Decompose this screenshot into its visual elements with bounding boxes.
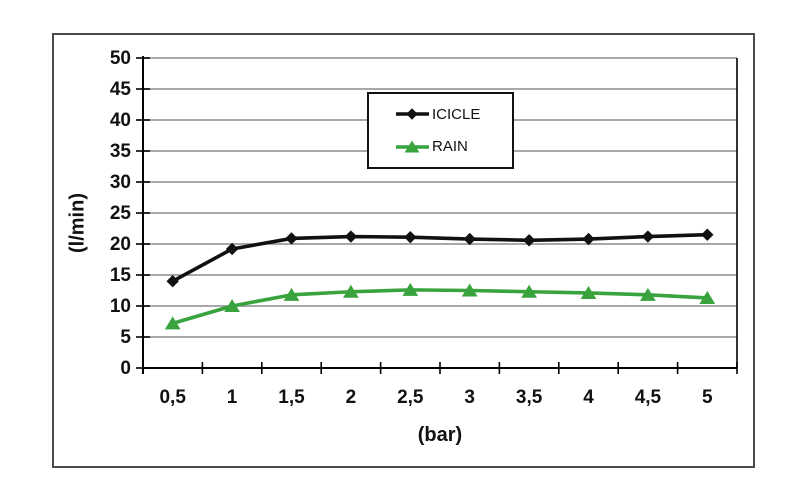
svg-text:5: 5 [702, 387, 713, 408]
svg-text:25: 25 [110, 203, 132, 224]
y-tick-labels: 0 5 10 15 20 25 30 35 40 45 50 [110, 48, 150, 379]
series-icicle [166, 228, 714, 288]
legend-label-rain: RAIN [432, 138, 468, 156]
svg-text:30: 30 [110, 172, 131, 193]
svg-text:2,5: 2,5 [397, 387, 424, 408]
svg-text:4: 4 [583, 387, 594, 408]
svg-text:4,5: 4,5 [635, 387, 662, 408]
svg-text:0: 0 [120, 358, 131, 379]
svg-text:40: 40 [110, 110, 131, 131]
svg-text:2: 2 [346, 387, 357, 408]
svg-text:0,5: 0,5 [159, 387, 186, 408]
x-axis-title: (bar) [417, 424, 463, 446]
svg-text:10: 10 [110, 296, 131, 317]
svg-text:3: 3 [464, 387, 475, 408]
svg-text:5: 5 [120, 327, 131, 348]
svg-text:20: 20 [110, 234, 131, 255]
svg-text:15: 15 [110, 265, 132, 286]
y-axis-title: (l/min) [66, 193, 89, 253]
rain-line-marker-icon [396, 140, 429, 153]
series-rain [164, 282, 716, 330]
icicle-line-marker-icon [396, 108, 429, 120]
svg-text:3,5: 3,5 [516, 387, 543, 408]
gridlines [143, 57, 737, 338]
x-tick-labels: 0,5 1 1,5 2 2,5 3 3,5 4 4,5 5 [142, 362, 738, 408]
svg-text:50: 50 [110, 48, 131, 69]
legend-label-icicle: ICICLE [432, 105, 481, 123]
svg-text:1,5: 1,5 [278, 387, 305, 408]
legend-item-icicle: ICICLE [395, 107, 512, 122]
svg-text:45: 45 [110, 79, 132, 100]
svg-text:1: 1 [227, 387, 238, 408]
legend: ICICLE RAIN [367, 92, 514, 169]
legend-item-rain: RAIN [395, 139, 512, 154]
svg-text:35: 35 [110, 141, 132, 162]
